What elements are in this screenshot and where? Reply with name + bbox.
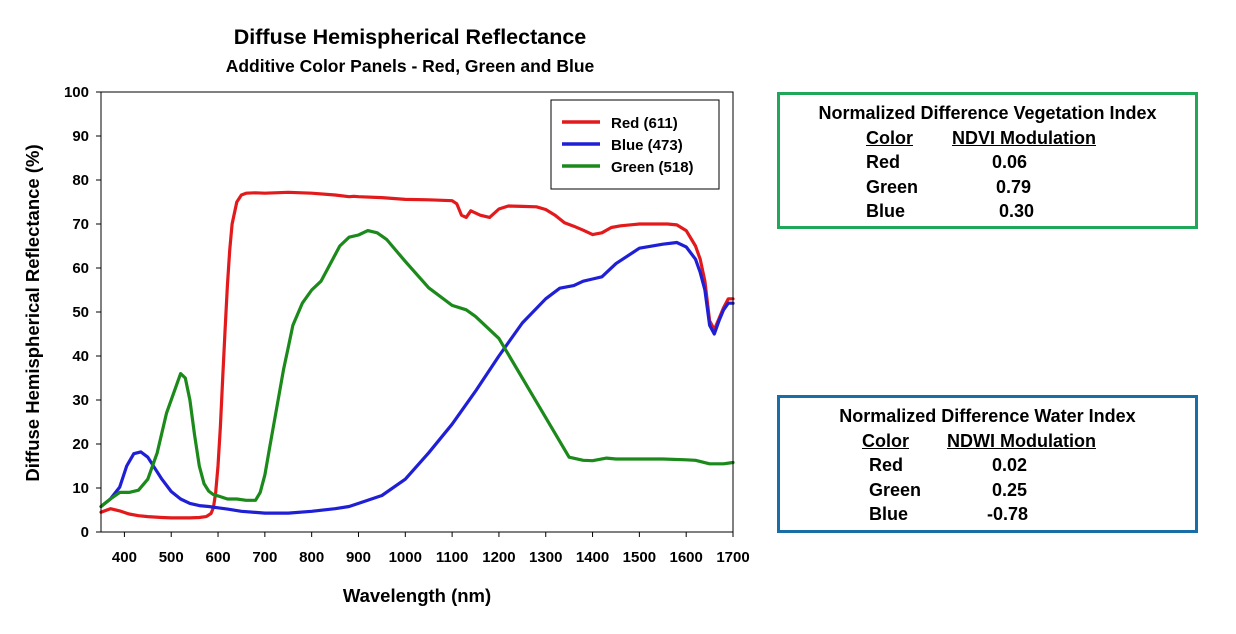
series-lines (99, 190, 735, 520)
y-tick-label: 40 (72, 348, 89, 365)
ndwi-row-blue-value: -0.78 (987, 504, 1029, 524)
x-tick-label: 900 (346, 549, 371, 566)
x-tick-label: 600 (206, 549, 231, 566)
y-tick-label: 80 (72, 172, 89, 189)
ndvi-header-row: Color NDVI Modulation (780, 126, 1195, 151)
legend-label-green: Green (518) (611, 159, 694, 176)
y-tick-label: 50 (72, 304, 89, 321)
ndvi-row-blue-color: Blue (866, 201, 906, 221)
x-tick-label: 1000 (389, 549, 422, 566)
x-tick-label: 500 (159, 549, 184, 566)
ndvi-table: Normalized Difference Vegetation Index C… (777, 92, 1198, 229)
legend-label-red: Red (611) (611, 115, 678, 132)
x-tick-label: 1500 (623, 549, 656, 566)
ndvi-row-red-color: Red (866, 152, 901, 172)
x-tick-label: 1600 (669, 549, 702, 566)
x-tick-label: 1700 (716, 549, 749, 566)
ndwi-col-color-header: Color (862, 430, 909, 451)
y-tick-label: 100 (64, 84, 89, 101)
y-tick-label: 30 (72, 392, 89, 409)
x-tick-label: 1400 (576, 549, 609, 566)
ndwi-row-blue: Blue -0.78 (780, 502, 1195, 527)
x-axis-label: Wavelength (nm) (343, 585, 491, 606)
ndwi-table: Normalized Difference Water Index Color … (777, 395, 1198, 533)
ndvi-row-green: Green 0.79 (780, 175, 1195, 200)
x-tick-label: 1300 (529, 549, 562, 566)
ndvi-row-blue-value: 0.30 (999, 201, 1035, 221)
ndwi-row-green: Green 0.25 (780, 478, 1195, 503)
ndwi-row-blue-color: Blue (869, 504, 909, 524)
y-tick-label: 90 (72, 128, 89, 145)
ndvi-row-blue: Blue 0.30 (780, 199, 1195, 224)
series-line-blue (99, 240, 735, 515)
x-tick-label: 400 (112, 549, 137, 566)
y-axis-label: Diffuse Hemispherical Reflectance (%) (22, 144, 43, 481)
legend: Red (611) Blue (473) Green (518) (550, 99, 720, 190)
x-tick-label: 700 (252, 549, 277, 566)
chart-title: Diffuse Hemispherical Reflectance (234, 25, 587, 49)
ndwi-col-modulation-header: NDWI Modulation (947, 430, 1096, 451)
ndwi-header-row: Color NDWI Modulation (780, 429, 1195, 454)
ndvi-row-red-value: 0.06 (992, 152, 1028, 172)
ndvi-row-red: Red 0.06 (780, 150, 1195, 175)
chart-subtitle: Additive Color Panels - Red, Green and B… (226, 56, 595, 76)
legend-label-blue: Blue (473) (611, 137, 683, 154)
ndvi-col-color-header: Color (866, 127, 913, 148)
axis-ticks: 0 10 20 30 40 50 60 70 80 90 100 400 500 600 700 800 900… (64, 84, 750, 566)
x-tick-label: 1200 (482, 549, 515, 566)
ndwi-row-red-color: Red (869, 455, 904, 475)
y-tick-label: 10 (72, 480, 89, 497)
ndwi-row-green-value: 0.25 (992, 479, 1028, 500)
y-tick-label: 0 (81, 524, 89, 541)
y-tick-label: 20 (72, 436, 89, 453)
ndvi-col-modulation-header: NDVI Modulation (952, 127, 1096, 148)
plot-area-frame (100, 91, 734, 533)
series-line-red (99, 190, 735, 520)
ndwi-title: Normalized Difference Water Index (839, 406, 1136, 426)
ndwi-row-green-color: Green (869, 479, 922, 500)
ndvi-row-green-color: Green (866, 176, 919, 197)
y-tick-label: 60 (72, 260, 89, 277)
ndvi-row-green-value: 0.79 (996, 176, 1032, 197)
ndvi-title: Normalized Difference Vegetation Index (818, 103, 1157, 123)
x-tick-label: 1100 (436, 549, 469, 566)
series-line-green (99, 229, 735, 509)
x-tick-label: 800 (299, 549, 324, 566)
ndwi-row-red: Red 0.02 (780, 453, 1195, 478)
y-tick-label: 70 (72, 216, 89, 233)
ndwi-row-red-value: 0.02 (992, 455, 1028, 475)
